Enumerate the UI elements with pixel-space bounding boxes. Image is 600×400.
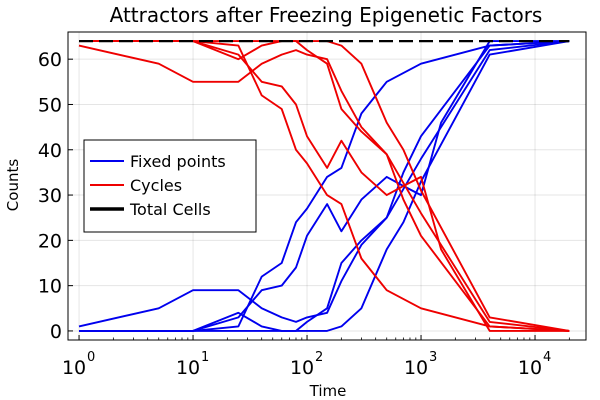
x-tick-label: 10 3	[404, 350, 437, 379]
y-tick-label: 10	[38, 276, 62, 298]
x-tick-base: 10	[176, 357, 200, 379]
y-tick-label: 40	[38, 140, 62, 162]
plot-frame	[67, 31, 587, 341]
x-tick-exponent: 2	[315, 350, 323, 365]
axes	[67, 31, 587, 341]
series-line-cycles	[79, 40, 570, 332]
x-tick-label: 10 0	[62, 350, 95, 379]
x-tick-label: 10 4	[518, 350, 551, 379]
series-line-fixed	[79, 40, 570, 332]
x-tick-exponent: 0	[87, 350, 95, 365]
legend-label: Cycles	[130, 176, 182, 195]
y-tick-label: 50	[38, 94, 62, 116]
legend-label: Total Cells	[129, 200, 211, 219]
series-line-fixed	[79, 40, 570, 332]
series-layer	[78, 40, 570, 332]
series-line-fixed	[79, 40, 570, 332]
x-tick-base: 10	[62, 357, 86, 379]
legend-item: Fixed points	[90, 152, 226, 171]
x-ticks: 10 0 10 1 10 2 10 3 10 4	[62, 335, 570, 379]
y-tick-label: 20	[38, 230, 62, 252]
x-tick-exponent: 3	[429, 350, 437, 365]
legend: Fixed points Cycles Total Cells	[83, 139, 257, 233]
legend-label: Fixed points	[130, 152, 226, 171]
legend-item: Cycles	[90, 176, 182, 195]
x-tick-exponent: 4	[543, 350, 551, 365]
legend-item: Total Cells	[90, 200, 211, 219]
y-tick-label: 60	[38, 49, 62, 71]
x-axis-label: Time	[309, 382, 347, 400]
y-tick-label: 0	[50, 321, 62, 343]
x-tick-base: 10	[290, 357, 314, 379]
x-tick-base: 10	[518, 357, 542, 379]
y-tick-label: 30	[38, 185, 62, 207]
series-line-cycles	[79, 40, 570, 332]
x-tick-label: 10 2	[290, 350, 323, 379]
grid	[68, 32, 586, 340]
series-line-fixed	[79, 40, 570, 332]
y-ticks: 0 10 20 30 40 50 60	[38, 49, 73, 343]
x-tick-exponent: 1	[201, 350, 209, 365]
chart-title: Attractors after Freezing Epigenetic Fac…	[110, 3, 543, 27]
x-tick-label: 10 1	[176, 350, 209, 379]
x-tick-base: 10	[404, 357, 428, 379]
y-axis-label: Counts	[4, 159, 22, 212]
